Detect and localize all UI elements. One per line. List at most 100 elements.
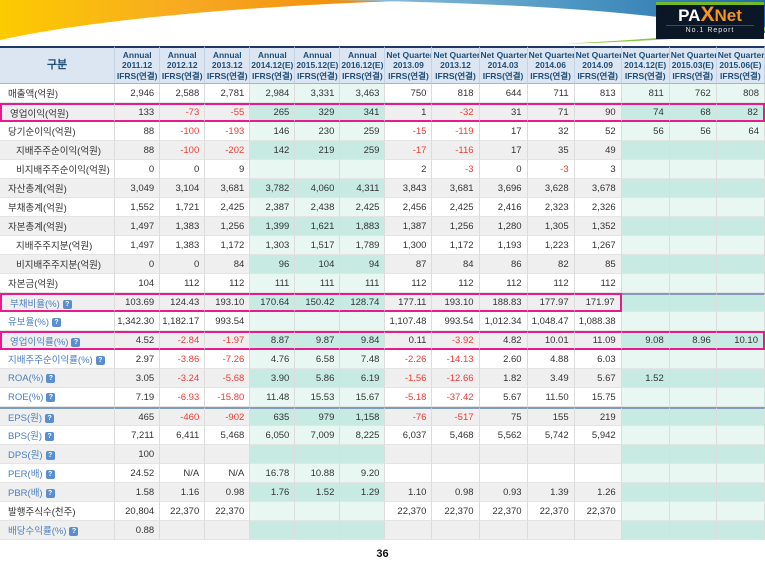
- cell-value: [716, 141, 765, 160]
- info-icon[interactable]: ?: [45, 489, 55, 498]
- column-header-2014.12(E): Annual 2014.12(E) IFRS(연결): [250, 46, 296, 84]
- cell-value: 644: [479, 84, 528, 103]
- cell-value: 146: [250, 122, 296, 141]
- cell-value: N/A: [160, 464, 206, 483]
- cell-value: 1.16: [160, 483, 206, 502]
- cell-value: [669, 445, 717, 464]
- table-row: 부채총계(억원) 1,552 1,721 2,425 2,387 2,438 2,425 2,…: [0, 198, 765, 217]
- cell-value: 762: [669, 84, 717, 103]
- cell-value: 6.03: [574, 350, 622, 369]
- cell-value: [250, 445, 296, 464]
- corner-header: 구분: [0, 46, 116, 84]
- row-label: PER(배)?: [0, 464, 116, 483]
- cell-value: 259: [340, 122, 386, 141]
- cell-value: 75: [479, 407, 528, 426]
- info-icon[interactable]: ?: [45, 414, 55, 423]
- cell-value: 16.78: [250, 464, 296, 483]
- cell-value: 3,331: [295, 84, 341, 103]
- cell-value: [621, 160, 670, 179]
- cell-value: [527, 445, 575, 464]
- cell-value: 0.98: [432, 483, 480, 502]
- cell-value: 112: [527, 274, 575, 293]
- cell-value: 85: [574, 255, 622, 274]
- cell-value: 1,256: [432, 217, 480, 236]
- cell-value: [621, 464, 670, 483]
- cell-value: 104: [295, 255, 341, 274]
- cell-value: [669, 426, 717, 445]
- cell-value: 465: [115, 407, 161, 426]
- column-header-2015.06(E): Net Quarter 2015.06(E) IFRS(연결): [716, 46, 765, 84]
- cell-value: [479, 521, 528, 540]
- cell-value: [716, 198, 765, 217]
- cell-value: [669, 312, 717, 331]
- cell-value: 6,037: [385, 426, 433, 445]
- cell-value: [340, 160, 386, 179]
- cell-value: 32: [527, 122, 575, 141]
- cell-value: 1,280: [479, 217, 528, 236]
- cell-value: 112: [574, 274, 622, 293]
- cell-value: 1,172: [432, 236, 480, 255]
- cell-value: 0: [115, 160, 161, 179]
- row-label: PBR(배)?: [0, 483, 116, 502]
- cell-value: 1,305: [527, 217, 575, 236]
- table-row: 지배주주순이익(억원) 88 -100 -202 142 219 259 -17 -116 17 3…: [0, 141, 765, 160]
- cell-value: 0: [115, 255, 161, 274]
- cell-value: 64: [716, 122, 765, 141]
- cell-value: [621, 198, 670, 217]
- info-icon[interactable]: ?: [62, 299, 72, 309]
- cell-value: [295, 445, 341, 464]
- cell-value: 88: [115, 122, 161, 141]
- cell-value: 0.88: [115, 521, 161, 540]
- cell-value: 111: [250, 274, 296, 293]
- cell-value: 22,370: [527, 502, 575, 521]
- cell-value: [669, 160, 717, 179]
- info-icon[interactable]: ?: [71, 337, 81, 347]
- column-header-2013.12: Net Quarter 2013.12 IFRS(연결): [432, 46, 480, 84]
- info-icon[interactable]: ?: [95, 356, 105, 365]
- cell-value: 2,323: [527, 198, 575, 217]
- cell-value: 6.58: [295, 350, 341, 369]
- cell-value: 3,463: [340, 84, 386, 103]
- cell-value: [205, 445, 251, 464]
- table-row: 발행주식수(천주) 20,804 22,370 22,370 22,370 22,370 2…: [0, 502, 765, 521]
- info-icon[interactable]: ?: [45, 470, 55, 479]
- cell-value: [160, 445, 206, 464]
- cell-value: [669, 350, 717, 369]
- paxnet-tagline: No.1 Report: [666, 25, 754, 34]
- cell-value: [574, 445, 622, 464]
- info-icon[interactable]: ?: [52, 318, 61, 327]
- cell-value: 4.76: [250, 350, 296, 369]
- cell-value: 3,049: [115, 179, 161, 198]
- cell-value: 5,468: [432, 426, 480, 445]
- cell-value: [716, 483, 765, 502]
- cell-value: 3,696: [479, 179, 528, 198]
- cell-value: 4.88: [527, 350, 575, 369]
- info-icon[interactable]: ?: [46, 392, 56, 402]
- cell-value: 9.87: [295, 331, 341, 350]
- cell-value: -100: [160, 122, 206, 141]
- table-row: BPS(원)? 7,211 6,411 5,468 6,050 7,009 8,225 6,0…: [0, 426, 765, 445]
- cell-value: 3: [574, 160, 622, 179]
- cell-value: [716, 179, 765, 198]
- column-header-2013.12: Annual 2013.12 IFRS(연결): [205, 46, 251, 84]
- info-icon[interactable]: ?: [69, 527, 79, 536]
- cell-value: 49: [574, 141, 622, 160]
- cell-value: 10.88: [295, 464, 341, 483]
- cell-value: 22,370: [479, 502, 528, 521]
- cell-value: 171.97: [574, 293, 622, 312]
- info-icon[interactable]: ?: [45, 451, 55, 460]
- cell-value: 188.83: [479, 293, 528, 312]
- info-icon[interactable]: ?: [45, 432, 55, 441]
- cell-value: 0: [479, 160, 528, 179]
- cell-value: 0: [160, 255, 206, 274]
- row-label: 영업이익(억원): [0, 103, 116, 122]
- cell-value: -17: [385, 141, 433, 160]
- cell-value: [295, 521, 341, 540]
- cell-value: 3,782: [250, 179, 296, 198]
- cell-value: 1,256: [205, 217, 251, 236]
- info-icon[interactable]: ?: [46, 373, 56, 383]
- cell-value: 1,387: [385, 217, 433, 236]
- table-row: 배당수익률(%)? 0.88: [0, 521, 765, 540]
- cell-value: 1,383: [160, 217, 206, 236]
- cell-value: 87: [385, 255, 433, 274]
